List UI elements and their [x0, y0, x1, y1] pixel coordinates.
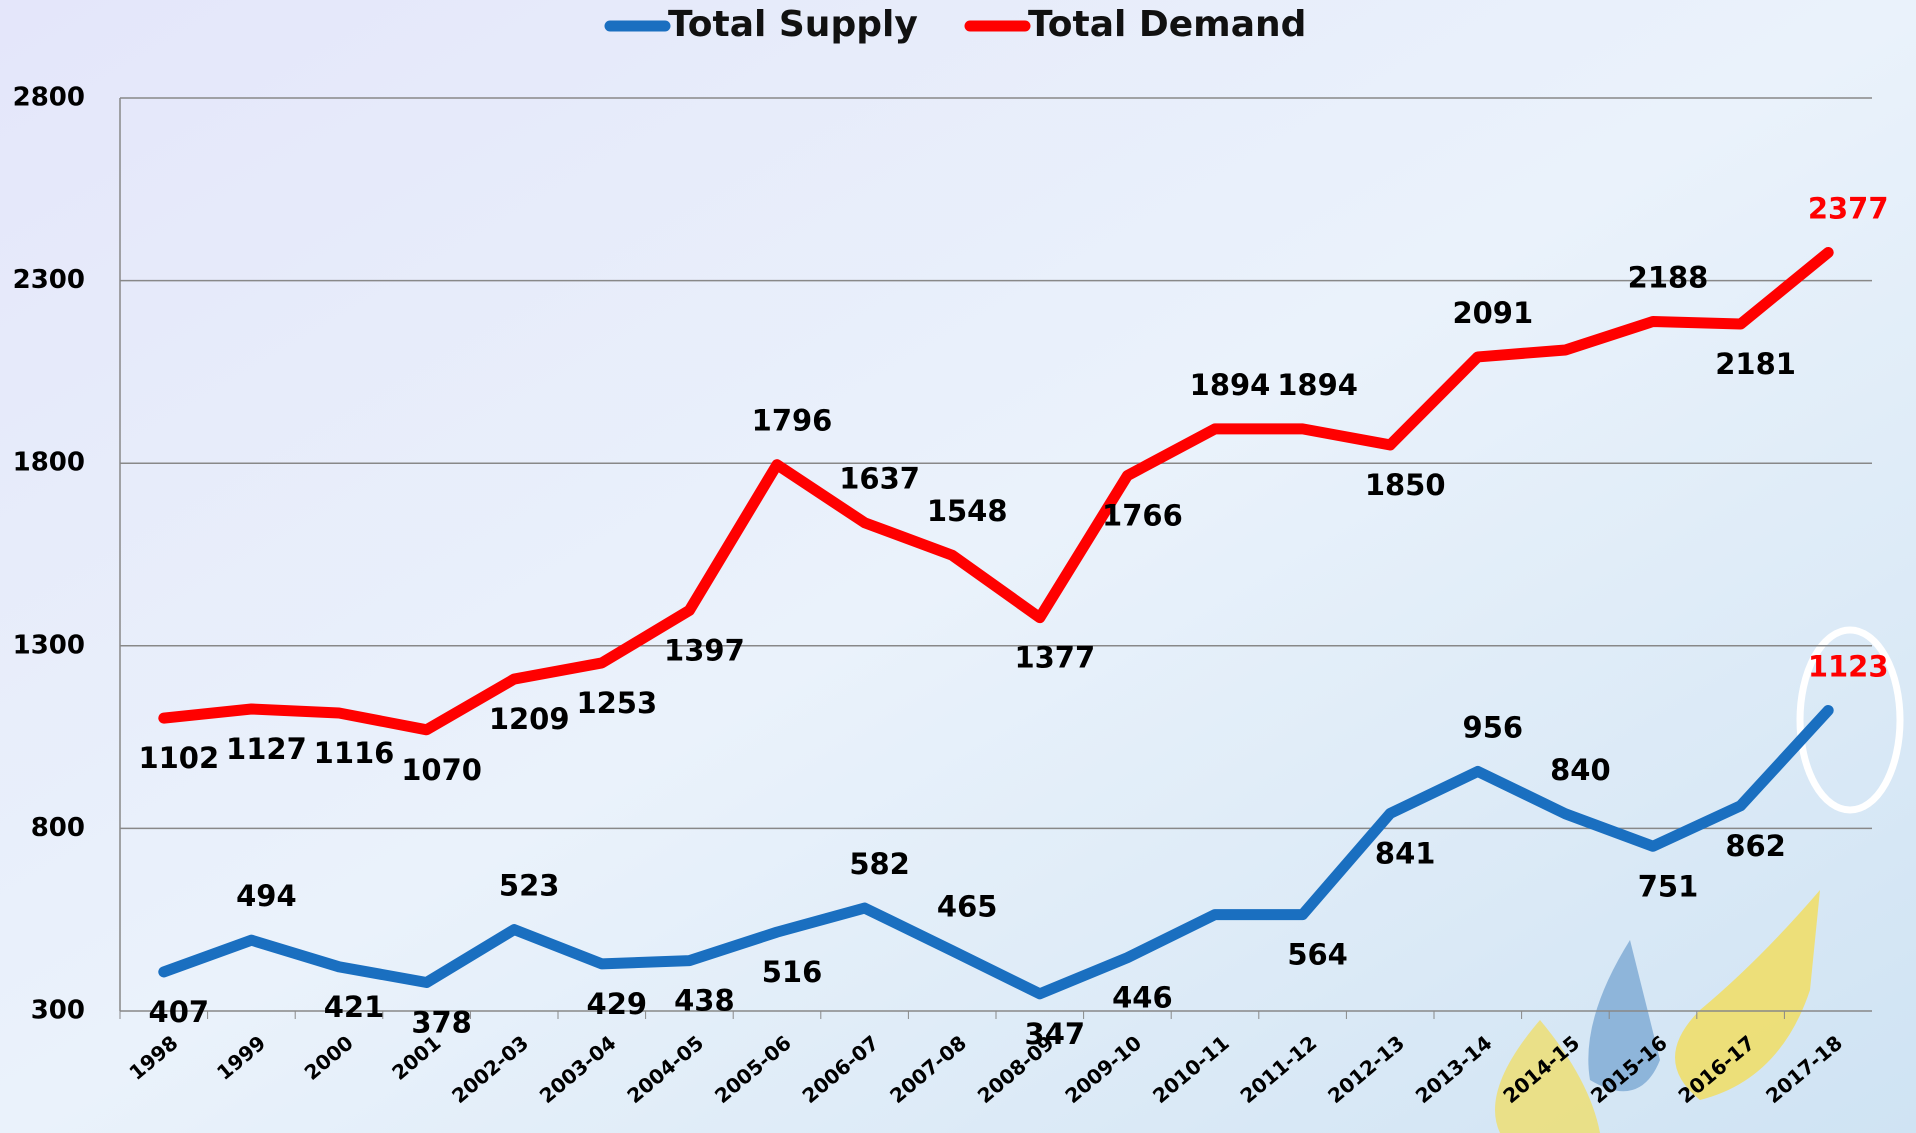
data-label: 438	[674, 984, 735, 1018]
data-label: 862	[1725, 829, 1786, 863]
data-label: 2188	[1628, 261, 1709, 295]
data-label: 1766	[1102, 499, 1183, 533]
data-label: 494	[236, 879, 297, 913]
data-label: 421	[324, 990, 385, 1024]
y-tick-label: 1300	[13, 630, 85, 660]
data-label: 1796	[752, 404, 833, 438]
data-label: 1102	[138, 741, 219, 775]
data-label: 1209	[489, 702, 570, 736]
data-label: 347	[1025, 1017, 1086, 1051]
data-label: 1850	[1365, 468, 1446, 502]
legend-label: Total Demand	[1028, 4, 1306, 45]
chart: Total Supply Total Demand 300 800 1300 1800 2…	[0, 0, 1916, 1133]
y-tick-label: 1800	[13, 448, 85, 478]
data-label: 516	[762, 955, 823, 989]
data-label: 1253	[576, 686, 657, 720]
data-label: 841	[1375, 836, 1436, 870]
data-label: 1116	[314, 736, 395, 770]
data-label: 1377	[1014, 641, 1095, 675]
y-tick-label: 300	[31, 996, 85, 1026]
y-tick-label: 2800	[13, 83, 85, 113]
data-label: 2377	[1808, 191, 1889, 225]
data-label: 582	[849, 847, 910, 881]
data-label: 956	[1463, 710, 1524, 744]
legend-label: Total Supply	[668, 4, 918, 45]
data-label: 1894	[1277, 368, 1358, 402]
data-label: 1548	[927, 494, 1008, 528]
data-label: 523	[499, 869, 560, 903]
data-label: 1637	[839, 462, 920, 496]
data-label: 2181	[1715, 347, 1796, 381]
data-label: 465	[937, 890, 998, 924]
data-label: 2091	[1452, 296, 1533, 330]
y-tick-label: 800	[31, 813, 85, 843]
data-label: 564	[1287, 938, 1348, 972]
data-label: 1070	[401, 753, 482, 787]
data-label: 1127	[226, 732, 307, 766]
data-label: 429	[587, 987, 648, 1021]
data-label: 378	[411, 1006, 472, 1040]
data-label: 751	[1638, 869, 1699, 903]
y-tick-label: 2300	[13, 265, 85, 295]
data-label: 407	[149, 995, 210, 1029]
data-label: 1894	[1190, 368, 1271, 402]
data-label: 1123	[1808, 649, 1889, 683]
data-label: 1397	[664, 633, 745, 667]
data-label: 840	[1550, 753, 1611, 787]
data-label: 446	[1112, 981, 1173, 1015]
